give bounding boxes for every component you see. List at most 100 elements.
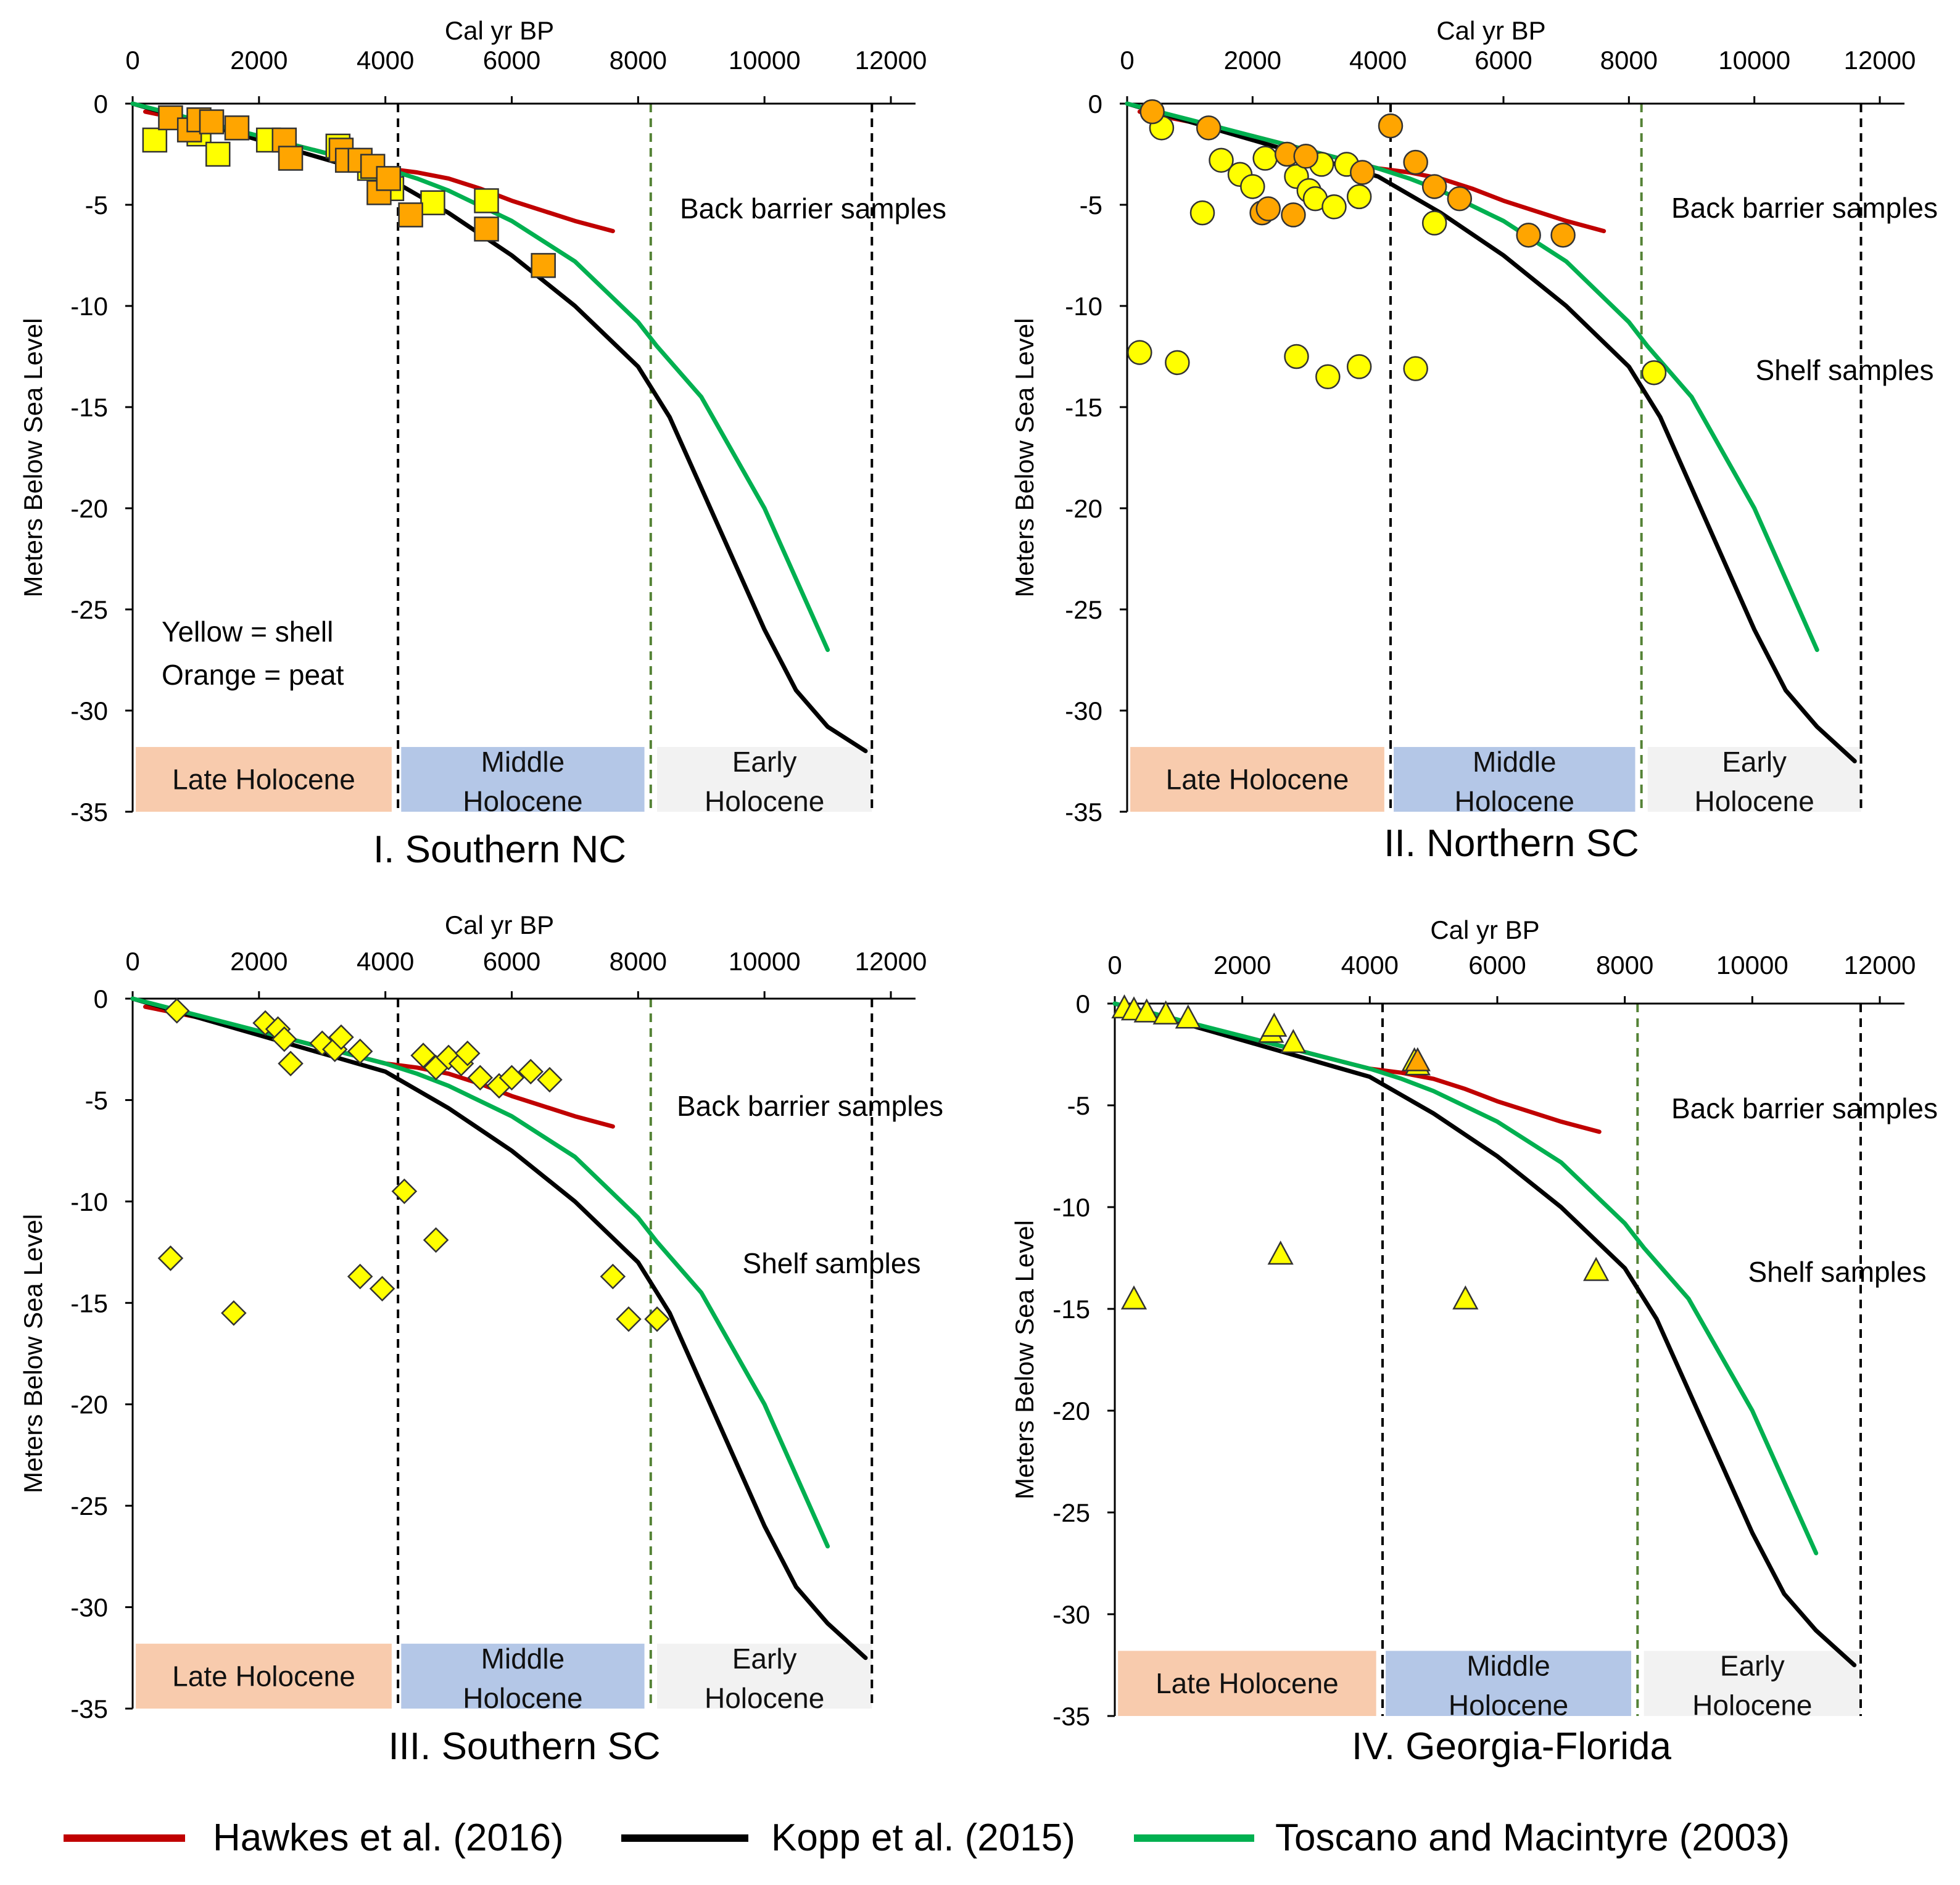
y-tick-label: -10	[1052, 1193, 1090, 1222]
data-point-shell	[410, 1042, 436, 1068]
period-box	[1394, 747, 1635, 812]
x-tick-label: 2000	[1214, 951, 1271, 980]
data-point-shell	[1452, 1285, 1479, 1310]
y-tick-label: -20	[1065, 494, 1102, 523]
period-label: Holocene	[705, 1682, 824, 1714]
annotation: Back barrier samples	[1671, 1092, 1938, 1124]
x-tick-label: 6000	[483, 947, 540, 976]
data-point-shell	[1641, 360, 1667, 386]
period-box	[1118, 1651, 1376, 1716]
period-label: Middle	[1473, 746, 1557, 778]
data-point-shell	[157, 1245, 184, 1271]
period-label: Early	[1720, 1649, 1785, 1681]
y-tick-label: -25	[70, 1491, 108, 1520]
data-point-shell	[1261, 1012, 1288, 1037]
period-label: Late Holocene	[172, 1660, 355, 1692]
y-tick-label: -25	[70, 595, 108, 624]
y-tick-label: -35	[70, 1694, 108, 1723]
y-tick-label: -35	[70, 798, 108, 827]
data-point-peat	[1403, 149, 1428, 175]
x-tick-label: 12000	[855, 947, 927, 976]
y-tick-label: 0	[94, 89, 108, 118]
data-point-peat	[1447, 186, 1473, 212]
x-tick-label: 4000	[1341, 951, 1399, 980]
period-box	[136, 747, 392, 812]
period-label: Holocene	[705, 785, 824, 817]
period-label: Holocene	[463, 785, 582, 817]
legend-label: Toscano and Macintyre (2003)	[1275, 1817, 1790, 1859]
legend: Hawkes et al. (2016) Kopp et al. (2015) To…	[64, 1817, 1790, 1859]
period-label: Early	[732, 746, 797, 778]
period-box	[401, 1643, 645, 1709]
y-axis-title: Meters Below Sea Level	[19, 1214, 48, 1493]
period-box	[1644, 1651, 1861, 1716]
data-point-shell	[537, 1066, 563, 1093]
data-point-peat	[1516, 222, 1541, 248]
data-point-shell	[221, 1300, 247, 1326]
y-tick-label: -20	[1052, 1396, 1090, 1425]
period-label: Middle	[481, 746, 565, 778]
y-tick-label: -15	[1065, 393, 1102, 422]
period-box	[657, 1643, 872, 1709]
data-point-shell	[1267, 1240, 1294, 1265]
x-tick-label: 6000	[483, 46, 540, 75]
legend-note: Orange = peat	[162, 659, 344, 691]
y-tick-label: -25	[1052, 1498, 1090, 1527]
data-point-shell	[205, 141, 231, 167]
data-point-peat	[1139, 99, 1165, 125]
data-point-shell	[467, 1065, 494, 1091]
y-tick-label: -5	[1067, 1091, 1090, 1120]
y-axis-title: Meters Below Sea Level	[1010, 318, 1039, 598]
period-box	[136, 1643, 392, 1709]
data-point-peat	[474, 217, 499, 242]
data-point-shell	[1240, 174, 1265, 199]
data-point-shell	[1284, 344, 1309, 369]
period-label: Late Holocene	[1156, 1667, 1339, 1699]
x-tick-label: 8000	[610, 947, 667, 976]
y-tick-label: -30	[70, 1593, 108, 1622]
y-tick-label: -10	[1065, 292, 1102, 321]
series-line	[1125, 101, 1819, 653]
y-tick-label: 0	[1076, 989, 1090, 1018]
period-label: Middle	[481, 1643, 565, 1675]
period-label: Holocene	[1449, 1689, 1568, 1721]
data-point-shell	[1583, 1256, 1610, 1281]
annotation: Back barrier samples	[677, 1090, 943, 1122]
data-point-shell	[142, 127, 168, 153]
x-tick-label: 10000	[1718, 46, 1790, 75]
x-tick-label: 0	[125, 947, 139, 976]
data-point-peat	[531, 253, 556, 278]
x-tick-label: 4000	[357, 947, 414, 976]
annotation: Shelf samples	[1756, 354, 1934, 386]
data-point-shell	[423, 1227, 449, 1253]
legend-label: Hawkes et al. (2016)	[213, 1817, 564, 1859]
y-tick-label: -25	[1065, 595, 1102, 624]
x-axis-title: Cal yr BP	[1430, 915, 1539, 944]
y-tick-label: 0	[1088, 89, 1102, 118]
data-point-shell	[347, 1263, 373, 1290]
data-point-shell	[420, 190, 445, 215]
x-tick-label: 8000	[1600, 46, 1658, 75]
y-tick-label: -5	[85, 1086, 108, 1115]
panel-title: IV. Georgia-Florida	[1352, 1725, 1672, 1768]
period-label: Middle	[1466, 1649, 1550, 1681]
data-point-shell	[1175, 1004, 1201, 1029]
data-point-shell	[271, 1026, 297, 1052]
data-point-shell	[518, 1058, 544, 1085]
x-tick-label: 2000	[1224, 46, 1281, 75]
panel-4: Late Holocene Middle Holocene Early Holocene…	[1010, 915, 1938, 1768]
period-label: Holocene	[463, 1682, 582, 1714]
y-tick-label: 0	[94, 984, 108, 1013]
period-label: Early	[732, 1643, 797, 1675]
data-point-shell	[278, 1050, 304, 1077]
data-point-shell	[391, 1178, 418, 1205]
x-tick-label: 2000	[230, 947, 287, 976]
data-point-peat	[1281, 202, 1306, 228]
x-tick-label: 10000	[729, 947, 801, 976]
y-tick-label: -5	[85, 191, 108, 220]
period-label: Late Holocene	[1166, 764, 1349, 796]
y-tick-label: -20	[70, 1390, 108, 1419]
data-point-shell	[1252, 146, 1278, 171]
period-box	[1130, 747, 1384, 812]
data-point-peat	[199, 109, 225, 134]
